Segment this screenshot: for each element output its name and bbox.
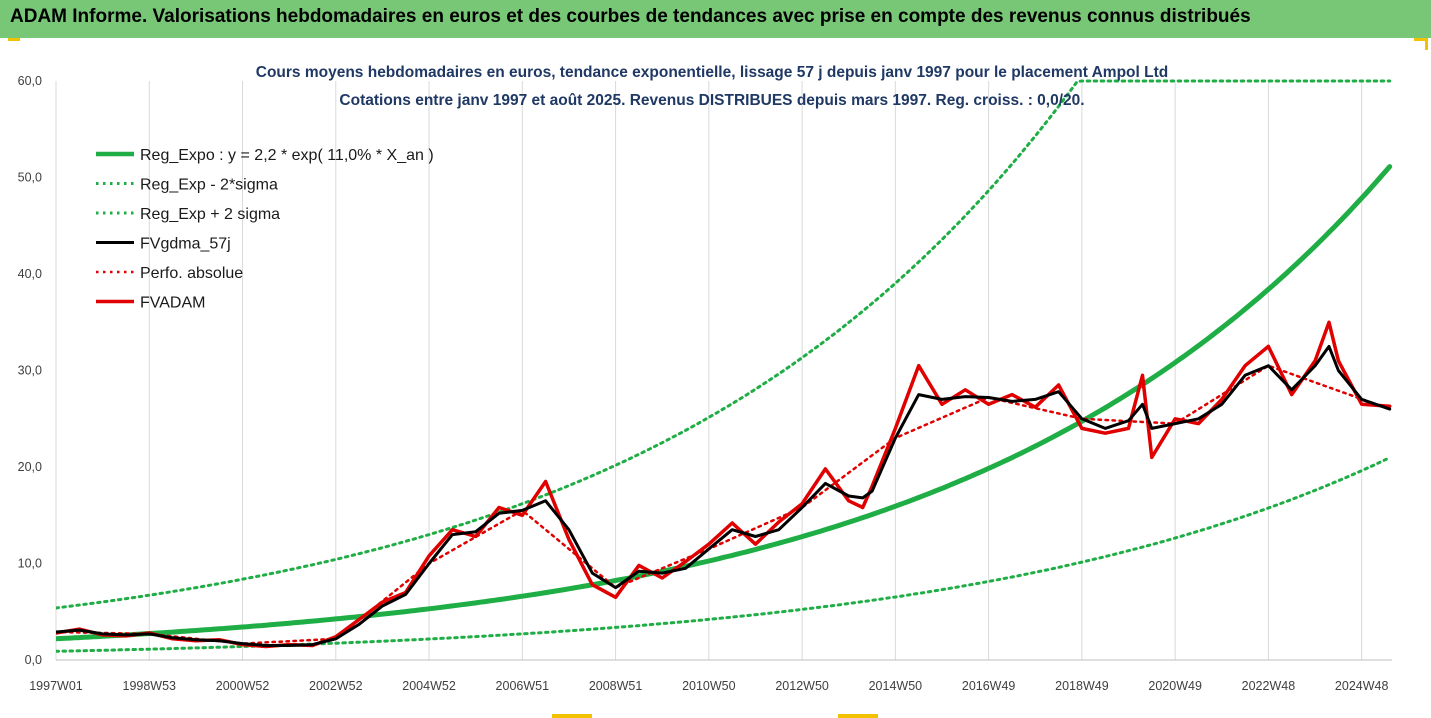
x-tick-label: 2014W50 [869,679,923,693]
y-axis-ticks: 0,0 10,0 20,0 30,0 40,0 50,0 60,0 [18,74,42,667]
y-tick-label: 0,0 [25,653,42,667]
x-tick-label: 1997W01 [29,679,83,693]
legend-label: Reg_Exp - 2*sigma [140,177,278,194]
legend-label: Reg_Exp + 2 sigma [140,206,280,223]
series-line [56,79,1392,610]
legend: Reg_Expo : y = 2,2 * exp( 11,0% * X_an )… [96,147,434,312]
chart-subtitle-line-2: Cotations entre janv 1997 et août 2025. … [339,92,1084,109]
y-tick-label: 50,0 [18,171,42,185]
legend-label: FVgdma_57j [140,236,231,253]
grid-lines [55,81,1392,661]
chart-subtitle-line-1: Cours moyens hebdomadaires en euros, ten… [256,64,1168,81]
corner-mark-bottom-right [838,714,878,718]
series-line [56,164,1393,642]
legend-label: Reg_Expo : y = 2,2 * exp( 11,0% * X_an ) [140,147,434,164]
x-tick-label: 2004W52 [402,679,456,693]
x-tick-label: 2008W51 [589,679,643,693]
x-tick-label: 2018W49 [1055,679,1109,693]
x-tick-label: 2000W52 [216,679,270,693]
page-title: ADAM Informe. Valorisations hebdomadaire… [10,6,1251,27]
x-tick-label: 2006W51 [496,679,550,693]
legend-label: FVADAM [140,295,205,312]
x-tick-label: 2016W49 [962,679,1016,693]
corner-mark-right-vertical [1425,38,1428,50]
title-bar: ADAM Informe. Valorisations hebdomadaire… [0,0,1431,38]
y-tick-label: 20,0 [18,460,42,474]
x-tick-label: 2002W52 [309,679,363,693]
y-tick-label: 10,0 [18,557,42,571]
x-tick-label: 2022W48 [1242,679,1296,693]
x-tick-label: 2020W49 [1148,679,1202,693]
series-line [56,456,1392,653]
x-tick-label: 2012W50 [775,679,829,693]
plot-area [56,79,1393,653]
series-line [56,344,1392,647]
x-tick-label: 1998W53 [123,679,177,693]
corner-mark-left [8,38,20,41]
legend-label: Perfo. absolue [140,265,243,282]
y-tick-label: 40,0 [18,267,42,281]
chart: 0,0 10,0 20,0 30,0 40,0 50,0 60,0 1997W01 1998W… [18,64,1393,693]
series-line [56,364,1391,645]
x-tick-label: 2024W48 [1335,679,1389,693]
y-tick-label: 60,0 [18,74,42,88]
corner-mark-bottom-left [552,714,592,718]
series-line [56,320,1392,649]
corner-mark-right [1414,38,1428,41]
x-tick-label: 2010W50 [682,679,736,693]
x-axis-ticks: 1997W01 1998W53 2000W52 2002W52 2004W52 2006W… [29,679,1388,693]
y-tick-label: 30,0 [18,364,42,378]
